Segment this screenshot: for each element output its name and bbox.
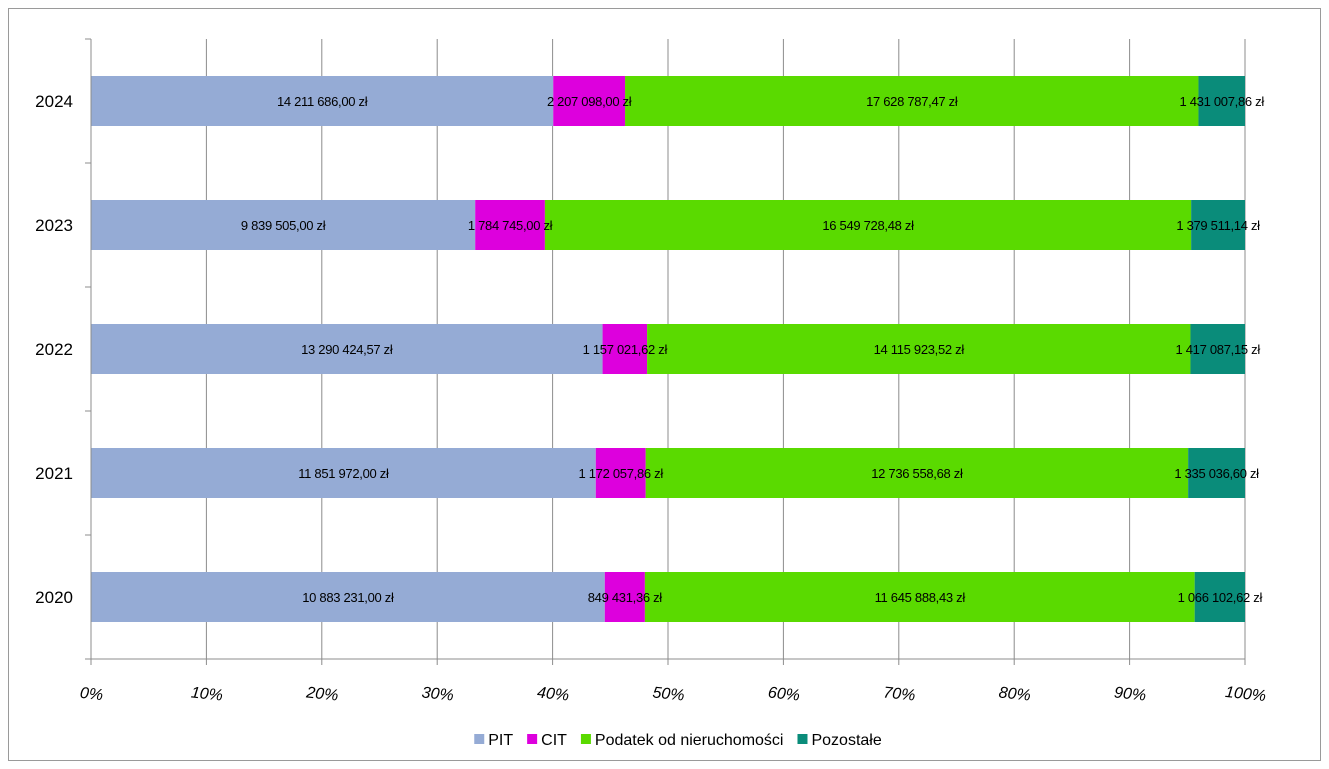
- legend-label: CIT: [541, 732, 567, 749]
- bar-segment: [602, 324, 648, 374]
- data-label: 16 549 728,48 zł: [822, 218, 914, 233]
- category-label: 2023: [35, 216, 73, 235]
- category-label: 2021: [35, 464, 73, 483]
- legend-item: PIT: [474, 732, 513, 749]
- bar-segment: [647, 324, 1191, 374]
- x-tick-label: 20%: [304, 684, 339, 704]
- category-label: 2022: [35, 340, 73, 359]
- legend-label: Podatek od nieruchomości: [595, 732, 784, 749]
- x-tick-label: 0%: [79, 685, 104, 704]
- axes: 0% 10% 20% 30% 40% 50% 60% 70% 80% 90% 100% 2024 202…: [35, 38, 1267, 705]
- bar-segment: [544, 200, 1192, 250]
- legend-label: PIT: [488, 732, 513, 749]
- data-label: 11 851 972,00 zł: [298, 466, 389, 481]
- data-label: 1 157 021,62 zł: [583, 342, 668, 357]
- data-label: 12 736 558,68 zł: [871, 466, 963, 481]
- data-labels: 14 211 686,00 zł 2 207 098,00 zł 17 628 78…: [241, 94, 1265, 605]
- data-label: 849 431,36 zł: [588, 590, 663, 605]
- legend: PIT CIT Podatek od nieruchomości Pozostałe: [474, 732, 882, 749]
- bar-segment: [475, 200, 545, 250]
- x-tick-label: 40%: [536, 684, 570, 704]
- legend-swatch: [527, 734, 538, 744]
- data-label: 10 883 231,00 zł: [302, 590, 394, 605]
- bar-segment: [1188, 448, 1245, 498]
- bar-segment: [1190, 324, 1245, 374]
- bar-segment: [1198, 76, 1245, 126]
- x-tick-label: 30%: [421, 684, 455, 704]
- chart-frame: 0% 10% 20% 30% 40% 50% 60% 70% 80% 90% 100% 2024 202…: [8, 8, 1321, 761]
- data-label: 1 417 087,15 zł: [1176, 342, 1261, 357]
- data-label: 14 211 686,00 zł: [277, 94, 368, 109]
- x-tick-label: 80%: [998, 684, 1032, 704]
- bar-segment: [91, 324, 603, 374]
- legend-swatch: [474, 734, 485, 744]
- data-label: 1 379 511,14 zł: [1176, 218, 1260, 233]
- data-label: 1 172 057,86 zł: [579, 466, 664, 481]
- x-tick-label: 10%: [190, 684, 224, 704]
- category-label: 2020: [35, 588, 73, 607]
- category-label: 2024: [35, 92, 73, 111]
- x-tick-label: 90%: [1113, 684, 1147, 704]
- x-tick-label: 70%: [882, 684, 916, 704]
- bar-segment: [1194, 572, 1245, 622]
- bar-segment: [91, 76, 554, 126]
- data-label: 9 839 505,00 zł: [241, 218, 326, 233]
- legend-label: Pozostałe: [811, 732, 881, 749]
- legend-item: CIT: [527, 732, 567, 749]
- bars: [91, 76, 1245, 622]
- legend-swatch: [797, 734, 808, 744]
- x-tick-label: 100%: [1224, 684, 1266, 705]
- stacked-bar-chart: 0% 10% 20% 30% 40% 50% 60% 70% 80% 90% 100% 2024 202…: [35, 38, 1267, 749]
- data-label: 1 431 007,86 zł: [1180, 94, 1265, 109]
- legend-item: Pozostałe: [797, 732, 882, 749]
- data-label: 1 335 036,60 zł: [1174, 466, 1259, 481]
- data-label: 14 115 923,52 zł: [874, 342, 965, 357]
- bar-segment: [604, 572, 645, 622]
- bar-segment: [91, 200, 476, 250]
- data-label: 17 628 787,47 zł: [866, 94, 958, 109]
- bar-segment: [1191, 200, 1245, 250]
- bar-segment: [553, 76, 626, 126]
- legend-items: PIT CIT Podatek od nieruchomości Pozostałe: [474, 732, 882, 749]
- data-label: 13 290 424,57 zł: [301, 342, 393, 357]
- x-tick-label: 60%: [767, 684, 801, 704]
- bar-segment: [645, 448, 1189, 498]
- data-label: 1 784 745,00 zł: [468, 218, 553, 233]
- bar-segment: [644, 572, 1195, 622]
- legend-item: Podatek od nieruchomości: [580, 732, 784, 749]
- bar-segment: [625, 76, 1199, 126]
- bar-segment: [91, 572, 605, 622]
- data-label: 1 066 102,62 zł: [1178, 590, 1263, 605]
- data-label: 2 207 098,00 zł: [547, 94, 632, 109]
- data-label: 11 645 888,43 zł: [875, 590, 966, 605]
- legend-swatch: [580, 734, 591, 744]
- bar-segment: [91, 448, 596, 498]
- bar-segment: [595, 448, 646, 498]
- x-tick-label: 50%: [652, 684, 686, 704]
